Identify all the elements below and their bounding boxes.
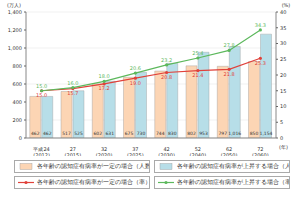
svg-text:(年): (年) (279, 144, 288, 150)
svg-text:600: 600 (12, 81, 22, 87)
svg-text:1,400: 1,400 (8, 9, 22, 15)
svg-text:1,154: 1,154 (260, 131, 273, 136)
svg-text:953: 953 (199, 131, 208, 136)
svg-text:27(2015): 27(2015) (65, 146, 82, 156)
svg-text:40: 40 (280, 9, 286, 15)
html-text:各年齢の認知症有病率が一定の場合（率）: 各年齢の認知症有病率が一定の場合（率） (37, 179, 151, 185)
svg-text:797: 797 (218, 131, 227, 136)
svg-text:20.6: 20.6 (130, 65, 141, 71)
svg-text:25.3: 25.3 (255, 60, 266, 66)
svg-text:72(2060): 72(2060) (252, 146, 269, 156)
svg-text:21.4: 21.4 (192, 72, 203, 78)
svg-text:25: 25 (280, 56, 286, 62)
svg-text:0: 0 (280, 135, 283, 141)
svg-text:1,016: 1,016 (228, 131, 241, 136)
svg-text:平成24(2012): 平成24(2012) (33, 146, 50, 156)
svg-text:0: 0 (19, 135, 22, 141)
svg-text:27.8: 27.8 (224, 42, 235, 48)
svg-text:730: 730 (137, 131, 146, 136)
svg-text:830: 830 (168, 131, 177, 136)
svg-text:462: 462 (31, 131, 40, 136)
svg-text:25.4: 25.4 (192, 50, 203, 56)
svg-text:35: 35 (280, 25, 286, 31)
svg-text:631: 631 (105, 131, 114, 136)
svg-text:34.3: 34.3 (255, 22, 266, 28)
svg-text:23.2: 23.2 (161, 57, 172, 63)
svg-text:32(2020): 32(2020) (96, 146, 113, 156)
svg-text:602: 602 (93, 131, 102, 136)
svg-text:744: 744 (156, 131, 165, 136)
svg-text:1,000: 1,000 (8, 45, 22, 51)
svg-text:400: 400 (12, 99, 22, 105)
svg-text:15.0: 15.0 (36, 92, 47, 98)
svg-text:52(2040): 52(2040) (190, 146, 207, 156)
svg-text:517: 517 (62, 131, 71, 136)
svg-text:37(2025): 37(2025) (127, 146, 144, 156)
svg-text:62(2050): 62(2050) (221, 146, 238, 156)
svg-text:1,200: 1,200 (8, 27, 22, 33)
svg-text:18.0: 18.0 (99, 73, 110, 79)
svg-text:42(2030): 42(2030) (158, 146, 175, 156)
svg-text:20.8: 20.8 (161, 74, 172, 80)
svg-text:5: 5 (280, 119, 283, 125)
svg-text:30: 30 (280, 40, 286, 46)
svg-text:525: 525 (74, 131, 83, 136)
svg-text:462: 462 (43, 131, 52, 136)
svg-text:850: 850 (250, 131, 259, 136)
svg-text:15.0: 15.0 (36, 83, 47, 89)
svg-text:800: 800 (12, 63, 22, 69)
svg-text:21.8: 21.8 (224, 71, 235, 77)
svg-text:10: 10 (280, 103, 286, 109)
svg-text:20: 20 (280, 72, 286, 78)
svg-text:15: 15 (280, 88, 286, 94)
svg-text:802: 802 (187, 131, 196, 136)
svg-text:(万人): (万人) (8, 2, 21, 8)
svg-text:(%): (%) (282, 2, 291, 8)
svg-text:200: 200 (12, 117, 22, 123)
svg-text:675: 675 (125, 131, 134, 136)
svg-text:19.0: 19.0 (130, 80, 141, 86)
svg-text:15.7: 15.7 (67, 90, 78, 96)
svg-text:16.0: 16.0 (67, 80, 78, 86)
svg-text:17.2: 17.2 (99, 85, 110, 91)
